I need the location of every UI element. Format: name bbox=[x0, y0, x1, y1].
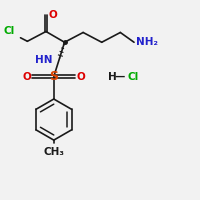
Text: O: O bbox=[76, 72, 85, 82]
Text: Cl: Cl bbox=[3, 26, 15, 36]
Text: Cl: Cl bbox=[127, 72, 138, 82]
Text: O: O bbox=[48, 10, 57, 20]
Text: HN: HN bbox=[35, 55, 53, 65]
Text: H: H bbox=[108, 72, 116, 82]
Text: NH₂: NH₂ bbox=[136, 37, 158, 47]
Text: S: S bbox=[49, 70, 58, 83]
Text: —: — bbox=[114, 72, 124, 82]
Text: CH₃: CH₃ bbox=[43, 147, 64, 157]
Text: O: O bbox=[23, 72, 31, 82]
